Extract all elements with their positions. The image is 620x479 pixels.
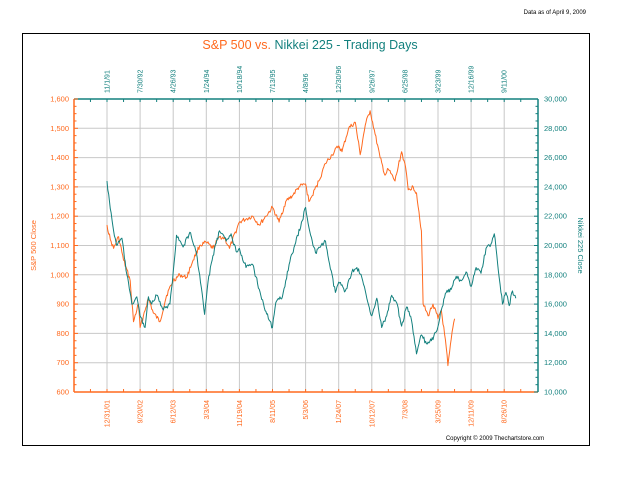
left-tick-label: 1,600: [50, 95, 69, 104]
bottom-tick-label: 3/25/09: [436, 400, 443, 423]
top-tick-label: 4/26/93: [171, 70, 178, 93]
left-tick-label: 700: [56, 358, 69, 367]
right-tick-label: 10,000: [544, 388, 567, 397]
bottom-tick-label: 6/12/03: [171, 400, 178, 423]
top-tick-label: 6/25/98: [402, 70, 409, 93]
left-tick-label: 1,000: [50, 270, 69, 279]
bottom-tick-label: 11/19/04: [237, 400, 244, 427]
chart-frame: [22, 33, 590, 446]
axis-labels: 600 700 800 900 1,000 1,100 1,200 1,300 1,400 1,5…: [29, 66, 585, 428]
bottom-tick-label: 10/12/07: [369, 400, 376, 427]
left-tick-label: 1,500: [50, 124, 69, 133]
right-tick-label: 30,000: [544, 95, 567, 104]
right-tick-label: 12,000: [544, 358, 567, 367]
bottom-tick-label: 12/31/01: [105, 400, 112, 427]
right-tick-label: 24,000: [544, 182, 567, 191]
top-tick-label: 10/18/94: [237, 66, 244, 93]
right-tick-label: 18,000: [544, 270, 567, 279]
nikkei-line: [106, 180, 517, 355]
top-tick-label: 12/16/99: [469, 66, 476, 93]
right-tick-label: 28,000: [544, 124, 567, 133]
left-tick-label: 1,400: [50, 153, 69, 162]
bottom-tick-label: 12/11/09: [469, 400, 476, 427]
copyright-text: Copyright © 2009 Thechartstore.com: [446, 435, 544, 442]
top-tick-label: 7/13/95: [270, 70, 277, 93]
right-tick-label: 14,000: [544, 329, 567, 338]
bottom-tick-label: 8/11/05: [270, 400, 277, 423]
left-tick-label: 900: [56, 300, 69, 309]
top-tick-label: 3/23/99: [436, 70, 443, 93]
grid: [74, 99, 538, 392]
left-tick-label: 600: [56, 388, 69, 397]
top-tick-label: 11/1/91: [105, 70, 112, 93]
bottom-tick-label: 9/20/02: [138, 400, 145, 423]
series: [106, 110, 517, 367]
top-tick-label: 9/11/00: [502, 70, 509, 93]
chart-title-nikkei: Nikkei 225 - Trading Days: [274, 38, 417, 52]
axes: [73, 98, 539, 393]
bottom-tick-label: 5/3/06: [303, 400, 310, 420]
right-tick-label: 16,000: [544, 300, 567, 309]
bottom-tick-label: 7/3/08: [402, 400, 409, 420]
left-axis-title: S&P 500 Close: [29, 220, 38, 271]
left-tick-label: 1,200: [50, 212, 69, 221]
left-tick-label: 1,300: [50, 182, 69, 191]
top-tick-label: 9/26/97: [369, 70, 376, 93]
right-tick-label: 20,000: [544, 241, 567, 250]
chart-title: S&P 500 vs. Nikkei 225 - Trading Days: [202, 38, 417, 52]
data-as-of-label: Data as of April 9, 2009: [523, 10, 586, 16]
chart-title-sp500: S&P 500 vs.: [202, 38, 274, 52]
bottom-tick-label: 3/3/04: [204, 400, 211, 420]
left-tick-label: 800: [56, 329, 69, 338]
top-tick-label: 4/8/96: [303, 73, 310, 93]
top-tick-label: 1/24/94: [204, 70, 211, 93]
right-axis-title: Nikkei 225 Close: [576, 217, 585, 273]
top-tick-label: 12/30/96: [336, 66, 343, 93]
right-tick-label: 22,000: [544, 212, 567, 221]
left-tick-label: 1,100: [50, 241, 69, 250]
sp500-line: [106, 110, 456, 367]
top-tick-label: 7/30/92: [138, 70, 145, 93]
svg-text:S&P 500 vs. Nikkei 225 - Tradi: S&P 500 vs. Nikkei 225 - Trading Days: [202, 38, 417, 52]
right-tick-label: 26,000: [544, 153, 567, 162]
bottom-tick-label: 1/24/07: [336, 400, 343, 423]
bottom-tick-label: 8/26/10: [502, 400, 509, 423]
